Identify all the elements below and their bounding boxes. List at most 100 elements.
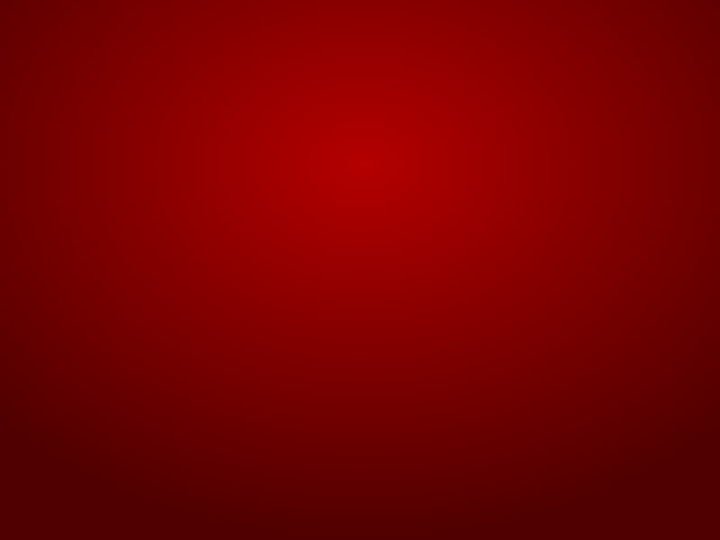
- Circle shape: [251, 284, 274, 301]
- Text: H: H: [407, 422, 413, 431]
- Text: H: H: [395, 396, 400, 406]
- Text: HO: HO: [381, 406, 392, 415]
- Text: OH H: OH H: [169, 415, 189, 424]
- Text: H: H: [405, 282, 411, 291]
- Text: H: H: [271, 282, 277, 291]
- Text: OH H: OH H: [169, 293, 189, 301]
- Text: CH₂OH: CH₂OH: [266, 256, 292, 266]
- Text: HO: HO: [256, 411, 268, 418]
- Text: OH: OH: [522, 299, 534, 308]
- Text: O: O: [419, 269, 425, 278]
- Text: OH: OH: [226, 410, 239, 419]
- Text: H: H: [299, 282, 305, 291]
- Polygon shape: [261, 387, 315, 425]
- Text: linkage: linkage: [454, 281, 482, 289]
- Text: H₂O: H₂O: [225, 319, 238, 324]
- Text: H: H: [395, 274, 400, 283]
- Polygon shape: [395, 385, 449, 431]
- Text: OH: OH: [427, 299, 438, 308]
- Text: 1: 1: [435, 247, 440, 253]
- Text: OH H: OH H: [261, 293, 281, 301]
- Text: 4: 4: [500, 247, 504, 253]
- Text: HO: HO: [155, 406, 166, 415]
- Text: H: H: [181, 422, 186, 431]
- Text: H: H: [273, 299, 279, 308]
- Polygon shape: [169, 262, 222, 308]
- Text: Glucose: Glucose: [171, 453, 220, 463]
- Text: OH: OH: [427, 422, 438, 431]
- Text: OH: OH: [226, 287, 239, 296]
- Text: OH H: OH H: [395, 293, 415, 301]
- Text: O: O: [193, 269, 199, 278]
- Text: H: H: [262, 400, 268, 409]
- Text: H: H: [261, 274, 266, 283]
- Text: OH H: OH H: [490, 293, 510, 301]
- Text: HO: HO: [155, 283, 166, 292]
- Text: H: H: [539, 274, 544, 283]
- Text: Glucose: Glucose: [171, 326, 220, 336]
- Text: 1–4: 1–4: [461, 258, 475, 267]
- Text: CH₂OH: CH₂OH: [174, 256, 199, 266]
- Text: CH₂OH: CH₂OH: [400, 256, 426, 266]
- Text: OH H: OH H: [272, 423, 292, 432]
- Text: glycosidic: glycosidic: [449, 271, 487, 279]
- Circle shape: [221, 284, 245, 301]
- Text: O: O: [285, 269, 291, 278]
- Circle shape: [220, 436, 243, 453]
- Text: H: H: [502, 299, 508, 308]
- Text: OH H: OH H: [498, 423, 518, 432]
- Text: •monosaccharides are linked by: •monosaccharides are linked by: [112, 154, 547, 180]
- Text: H: H: [407, 299, 413, 308]
- Text: H: H: [181, 299, 186, 308]
- Text: CH₂OH: CH₂OH: [495, 256, 521, 266]
- Text: H: H: [293, 400, 299, 409]
- Circle shape: [221, 406, 245, 423]
- Text: 1: 1: [435, 369, 440, 375]
- Circle shape: [251, 406, 274, 423]
- Text: O: O: [466, 293, 473, 301]
- Text: H: H: [217, 274, 223, 283]
- Text: H: H: [433, 404, 438, 414]
- Polygon shape: [490, 262, 544, 308]
- Text: H₂O: H₂O: [225, 442, 238, 447]
- Text: H: H: [405, 404, 411, 414]
- Text: H: H: [433, 282, 438, 291]
- Text: H: H: [490, 274, 495, 283]
- Text: H: H: [500, 282, 506, 291]
- Text: H: H: [207, 282, 212, 291]
- Text: CH₂OH: CH₂OH: [494, 381, 520, 389]
- Text: O: O: [193, 392, 199, 401]
- FancyBboxPatch shape: [148, 217, 590, 478]
- Polygon shape: [261, 262, 315, 308]
- Text: Glucose: Glucose: [264, 326, 312, 336]
- Text: Maltose: Maltose: [445, 326, 494, 336]
- Text: H HO: H HO: [514, 403, 534, 413]
- Text: H: H: [310, 274, 315, 283]
- Polygon shape: [395, 262, 449, 308]
- Text: H: H: [168, 274, 174, 283]
- Text: Fructose: Fructose: [261, 453, 315, 463]
- Text: CH₂OH: CH₂OH: [534, 423, 559, 432]
- Text: linkages.: linkages.: [603, 154, 720, 180]
- Text: carbohydrates: carbohydrates: [165, 64, 573, 112]
- Text: H: H: [168, 396, 174, 406]
- Text: CH₂OH: CH₂OH: [400, 379, 426, 388]
- Text: HO: HO: [476, 283, 487, 292]
- Text: HO: HO: [381, 283, 392, 292]
- Text: H HO: H HO: [257, 410, 276, 419]
- Text: O: O: [419, 392, 425, 401]
- Text: O: O: [464, 415, 471, 424]
- Text: OH: OH: [201, 422, 212, 431]
- Circle shape: [220, 313, 243, 330]
- Polygon shape: [169, 385, 222, 431]
- Text: O: O: [510, 393, 516, 402]
- Text: 2: 2: [500, 389, 505, 395]
- Text: CH₂OH: CH₂OH: [174, 379, 199, 388]
- Polygon shape: [487, 388, 539, 424]
- Text: H: H: [493, 403, 499, 413]
- Text: OH H: OH H: [395, 415, 415, 424]
- Text: Sucrose: Sucrose: [443, 453, 492, 463]
- Text: linkage: linkage: [454, 403, 482, 413]
- Text: OH: OH: [293, 299, 305, 308]
- Text: O: O: [285, 393, 291, 401]
